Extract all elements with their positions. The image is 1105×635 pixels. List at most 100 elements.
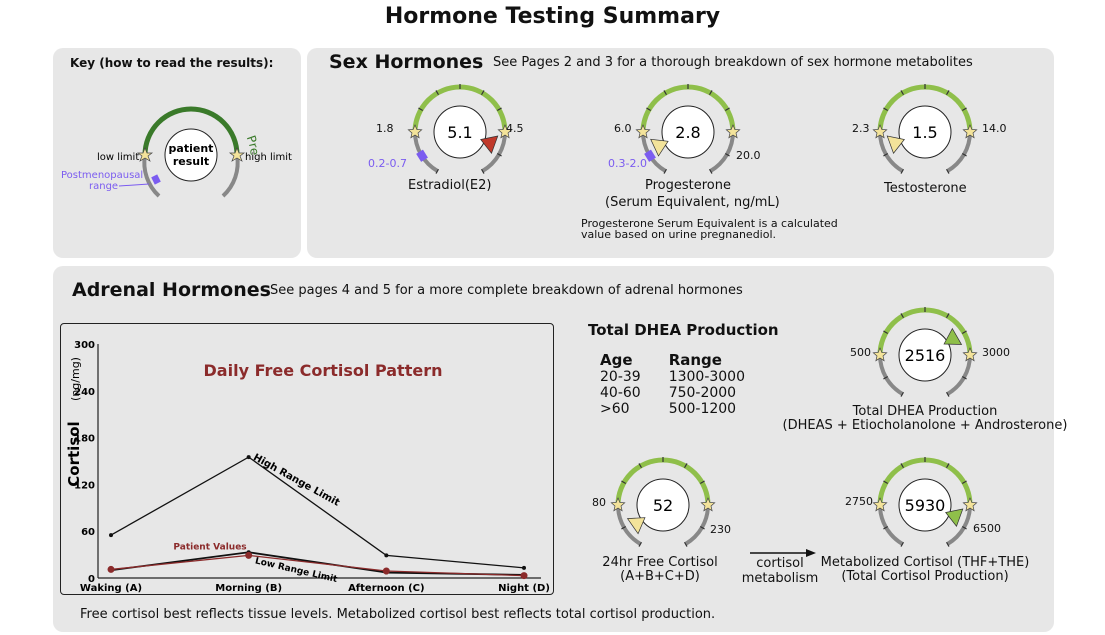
gauge-tick xyxy=(496,107,502,112)
high-limit-star-icon xyxy=(725,124,741,139)
high-limit-star-icon xyxy=(962,347,978,362)
dhea-name: Total DHEA Production xyxy=(852,404,998,419)
gauge-tick xyxy=(883,330,889,335)
y-tick-label: 180 xyxy=(74,434,95,445)
gauge-tick xyxy=(900,168,905,174)
metabolized-cortisol-gauge: 5930 xyxy=(870,453,980,563)
gauge-tick xyxy=(480,168,485,174)
data-point xyxy=(107,565,115,573)
key-postmeno-line2: range xyxy=(89,181,118,192)
gauge-tick xyxy=(708,90,713,96)
gauge-tick xyxy=(638,463,643,469)
gauge-postmeno-bar xyxy=(416,149,428,162)
progesterone-unit: (Serum Equivalent, ng/mL) xyxy=(605,195,780,210)
gauge-gray-arc-right xyxy=(946,131,972,173)
metab-name: Metabolized Cortisol (THF+THE) xyxy=(820,555,1030,570)
gauge-gray-arc-left xyxy=(878,354,904,396)
dhea-sub: (DHEAS + Etiocholanolone + Androsterone) xyxy=(782,418,1068,433)
sex-heading: Sex Hormones xyxy=(329,51,484,73)
series-label-patient: Patient Values xyxy=(173,542,246,552)
series-label-high: High Range Limit xyxy=(251,452,341,509)
estradiol-name: Estradiol(E2) xyxy=(408,178,492,193)
gauge-value: 5930 xyxy=(905,496,946,515)
gauge-tick xyxy=(638,541,643,547)
progesterone-note: Progesterone Serum Equivalent is a calcu… xyxy=(581,217,838,241)
gauge-gray-arc-left xyxy=(413,131,439,173)
free-cortisol-high: 230 xyxy=(710,523,731,536)
gauge-tick xyxy=(883,525,889,530)
table-row: 40-60 750-2000 xyxy=(600,385,773,401)
x-tick-label: Morning (B) xyxy=(215,583,282,594)
gauge-tick xyxy=(883,152,889,157)
dhea-high: 3000 xyxy=(982,346,1010,359)
low-limit-star-icon xyxy=(872,497,888,512)
cortisol-chart-frame: 0 60 120 180 240 300 Waking (A) Morning (B) Afte… xyxy=(60,323,554,595)
gauge-tick xyxy=(435,90,440,96)
gauge-tick xyxy=(900,313,905,319)
key-postmeno-line1: Postmenopausal xyxy=(61,170,143,181)
free-cortisol-gauge: 52 xyxy=(608,453,718,563)
y-tick-label: 60 xyxy=(81,527,95,538)
gauge-center-fill xyxy=(904,334,946,376)
y-tick-label: 300 xyxy=(74,340,95,351)
metab-high: 6500 xyxy=(973,522,1001,535)
gauge-gray-arc-right xyxy=(709,131,735,173)
estradiol-high: 4.5 xyxy=(506,122,524,135)
progesterone-high: 20.0 xyxy=(736,149,761,162)
free-cortisol-sub: (A+B+C+D) xyxy=(620,569,700,584)
low-limit-star-icon xyxy=(872,347,888,362)
gauge-value: 1.5 xyxy=(912,123,937,142)
gauge-tick xyxy=(480,90,485,96)
adrenal-footer: Free cortisol best reflects tissue level… xyxy=(80,607,716,622)
data-point xyxy=(520,572,528,580)
key-gray-arc-right xyxy=(221,154,240,198)
x-tick-label: Afternoon (C) xyxy=(348,583,425,594)
testosterone-name: Testosterone xyxy=(884,181,967,196)
series-line xyxy=(110,456,525,569)
key-range-arc xyxy=(142,106,240,156)
gauge-tick xyxy=(621,525,627,530)
x-tick-label: Waking (A) xyxy=(80,583,142,594)
y-tick-label: 120 xyxy=(74,480,95,491)
adrenal-subtitle: See pages 4 and 5 for a more complete br… xyxy=(270,283,743,298)
gauge-tick xyxy=(663,168,668,174)
table-cell: 20-39 xyxy=(600,369,641,385)
gauge-tick xyxy=(945,313,950,319)
gauge-tick xyxy=(945,168,950,174)
gauge-pointer-icon xyxy=(943,327,963,345)
data-point xyxy=(245,551,253,559)
gauge-tick xyxy=(418,107,424,112)
progesterone-low: 6.0 xyxy=(614,122,632,135)
table-cell: 40-60 xyxy=(600,385,641,401)
data-point xyxy=(382,567,390,575)
estradiol-post: 0.2-0.7 xyxy=(368,157,407,170)
gauge-tick xyxy=(663,90,668,96)
y-axis-unit: (ng/mg) xyxy=(69,357,82,401)
data-point xyxy=(246,455,251,460)
gauge-tick xyxy=(883,375,889,380)
gauge-tick xyxy=(724,107,730,112)
gauge-tick xyxy=(945,391,950,397)
table-cell: >60 xyxy=(600,401,630,417)
key-high-star-icon xyxy=(228,147,246,162)
gauge-tick xyxy=(961,330,967,335)
gauge-center-fill xyxy=(904,111,946,153)
gauge-tick xyxy=(961,152,967,157)
low-limit-star-icon xyxy=(872,124,888,139)
dhea-age-table: Age Range 20-39 1300-3000 40-60 750-2000… xyxy=(600,351,773,417)
gauge-center-fill xyxy=(642,484,684,526)
estradiol-low: 1.8 xyxy=(376,122,394,135)
gauge-tick xyxy=(900,391,905,397)
high-limit-star-icon xyxy=(962,497,978,512)
key-range-label: Premenopausal Range xyxy=(53,80,262,156)
progesterone-gauge: 2.8 xyxy=(633,80,743,190)
gauge-tick xyxy=(961,107,967,112)
gauge-tick xyxy=(900,90,905,96)
gauge-tick xyxy=(699,525,705,530)
gauge-center-fill xyxy=(667,111,709,153)
dhea-low: 500 xyxy=(850,346,871,359)
data-point xyxy=(384,553,389,558)
gauge-gray-arc-left xyxy=(878,504,904,546)
gauge-tick xyxy=(435,168,440,174)
arrow-label: cortisol metabolism xyxy=(741,556,819,586)
